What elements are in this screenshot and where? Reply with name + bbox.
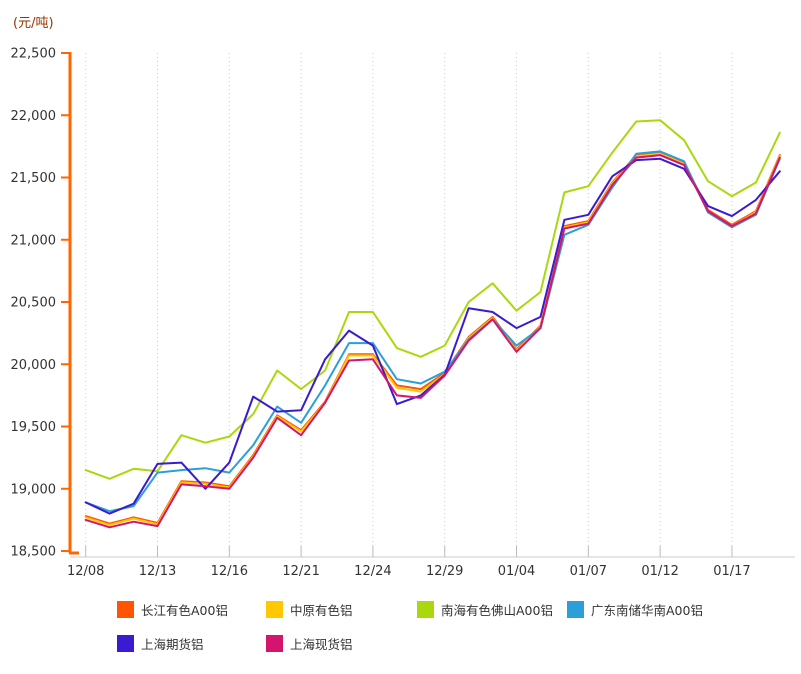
series-line-南海有色佛山A00铝 — [84, 119, 781, 480]
y-axis-tick-label: 20,500 — [11, 296, 57, 311]
y-axis-tick-label: 19,000 — [11, 482, 57, 497]
series-line-上海期货铝 — [84, 157, 781, 515]
x-axis-tick-label: 12/21 — [282, 564, 319, 579]
y-axis-tick-label: 19,500 — [11, 420, 57, 435]
x-axis-tick-label: 12/29 — [426, 564, 463, 579]
y-axis-tick-label: 21,500 — [11, 171, 57, 186]
x-axis-tick-label: 12/08 — [67, 564, 104, 579]
series-line-长江有色A00铝 — [84, 151, 781, 525]
x-axis-tick-label: 12/16 — [211, 564, 248, 579]
x-axis-tick-label: 01/07 — [570, 564, 607, 579]
y-axis-tick-label: 18,500 — [11, 545, 57, 560]
y-axis-tick-label: 22,000 — [11, 109, 57, 124]
series-line-上海现货铝 — [84, 154, 781, 529]
y-axis-unit-label: (元/吨) — [13, 16, 54, 31]
y-axis-tick-label: 21,000 — [11, 233, 57, 248]
x-axis-tick-label: 12/13 — [139, 564, 176, 579]
x-axis-tick-label: 01/04 — [498, 564, 535, 579]
y-axis-tick-label: 20,000 — [11, 358, 57, 373]
x-axis-tick-label: 12/24 — [354, 564, 391, 579]
y-axis-tick-label: 22,500 — [11, 47, 57, 62]
series-line-广东南储华南A00铝 — [84, 150, 781, 513]
x-axis-tick-label: 01/12 — [641, 564, 678, 579]
x-axis-tick-label: 01/17 — [713, 564, 750, 579]
